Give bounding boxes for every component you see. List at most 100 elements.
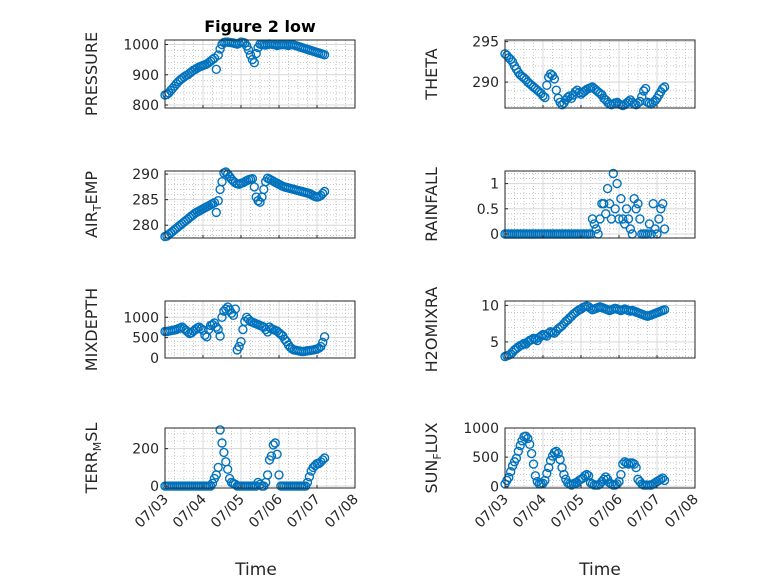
axes-box — [504, 300, 696, 359]
data-point — [659, 82, 670, 92]
data-point — [644, 219, 655, 229]
data-point — [559, 469, 569, 480]
data-point — [517, 340, 527, 350]
x-tick-label: 07/05 — [548, 492, 588, 532]
x-tick-label: 07/07 — [624, 492, 664, 532]
data-point — [236, 337, 246, 347]
data-point — [595, 214, 605, 224]
y-tick-label: 500 — [472, 450, 499, 466]
data-point — [542, 468, 552, 479]
data-point — [549, 447, 560, 458]
axes-box — [164, 427, 356, 489]
data-point — [608, 168, 618, 179]
panel-1: 290 295 THETA — [422, 35, 696, 111]
x-tick-label: 07/06 — [586, 491, 626, 531]
y-tick-label: 0.5 — [477, 202, 499, 218]
data-point — [637, 91, 647, 102]
data-point — [270, 438, 280, 448]
x-tick-label: 07/05 — [208, 492, 248, 532]
y-tick-label: 10 — [481, 298, 499, 314]
data-point — [639, 86, 649, 96]
y-tick-label: 500 — [132, 331, 159, 347]
data-point — [623, 96, 634, 107]
x-tick-label: 07/04 — [510, 491, 550, 531]
data-point — [249, 58, 260, 68]
data-point — [589, 219, 599, 229]
data-point — [304, 472, 315, 482]
data-point — [602, 183, 613, 194]
data-point — [658, 83, 668, 94]
data-point — [217, 438, 227, 448]
data-point — [648, 198, 658, 209]
data-point — [538, 91, 548, 101]
data-point — [631, 462, 641, 473]
data-point — [601, 209, 611, 219]
x-tick-label: 07/03 — [472, 492, 512, 532]
data-point — [228, 310, 239, 320]
data-point — [650, 224, 660, 234]
x-tick-label: 07/06 — [246, 491, 286, 531]
axes-box — [504, 39, 696, 109]
data-point — [616, 469, 626, 480]
data-point — [599, 198, 609, 209]
data-point — [659, 305, 670, 315]
data-point — [211, 64, 222, 75]
data-point — [656, 204, 666, 214]
axes-box — [504, 170, 696, 239]
y-axis-label: H2OMIXRA — [422, 287, 441, 373]
y-tick-label: 800 — [132, 98, 159, 114]
data-point — [243, 45, 254, 55]
data-point — [574, 87, 584, 98]
panel-3: 0 0.5 1 RAINFALL — [422, 167, 696, 243]
x-tick-label: 07/03 — [132, 492, 172, 532]
data-point — [604, 198, 615, 209]
data-point — [555, 97, 565, 108]
data-point — [525, 439, 535, 449]
y-tick-label: 290 — [132, 167, 159, 183]
y-tick-label: 0 — [150, 351, 159, 367]
data-point — [545, 455, 556, 466]
data-point — [207, 478, 218, 488]
x-axis-label-right: Time — [578, 560, 621, 580]
y-tick-label: 285 — [132, 193, 159, 209]
data-point — [513, 446, 523, 456]
y-tick-label: 1 — [490, 177, 499, 193]
panel-5: 5 10 H2OMIXRA — [422, 287, 696, 373]
x-tick-label: 07/04 — [170, 491, 210, 531]
data-point — [318, 337, 328, 348]
data-point — [549, 74, 560, 84]
data-point — [659, 475, 670, 486]
data-point — [222, 464, 233, 474]
y-tick-label: 290 — [472, 75, 499, 91]
data-point — [213, 324, 223, 335]
panel-6: 0 200 TERRMSL 07/0307/0407/0507/0607/0707/0… — [82, 423, 362, 532]
data-point — [211, 322, 222, 332]
data-point — [640, 83, 651, 94]
data-point — [526, 448, 537, 459]
data-point — [621, 204, 632, 214]
data-point — [217, 176, 227, 187]
data-point — [249, 182, 260, 192]
y-axis-label: SUNFLUX — [422, 422, 444, 493]
y-tick-label: 295 — [472, 35, 499, 51]
x-tick-label: 07/08 — [322, 492, 362, 532]
data-point — [551, 446, 561, 456]
panel-7: 0 500 1000 SUNFLUX 07/0307/0407/0507/0607/07… — [422, 421, 702, 531]
data-point — [523, 433, 533, 444]
y-axis-label: AIRTEMP — [82, 171, 104, 238]
data-point — [207, 54, 218, 65]
data-point — [658, 198, 668, 209]
data-point — [319, 50, 330, 60]
axes-box — [164, 300, 356, 359]
data-point — [528, 459, 539, 469]
data-point — [625, 224, 636, 234]
data-point — [318, 455, 328, 465]
data-point — [521, 431, 531, 441]
data-point — [618, 214, 628, 224]
data-point — [319, 332, 330, 342]
data-point — [553, 448, 563, 459]
x-tick-label: 07/07 — [284, 492, 324, 532]
y-tick-label: 1000 — [123, 310, 159, 326]
data-point — [211, 207, 222, 218]
